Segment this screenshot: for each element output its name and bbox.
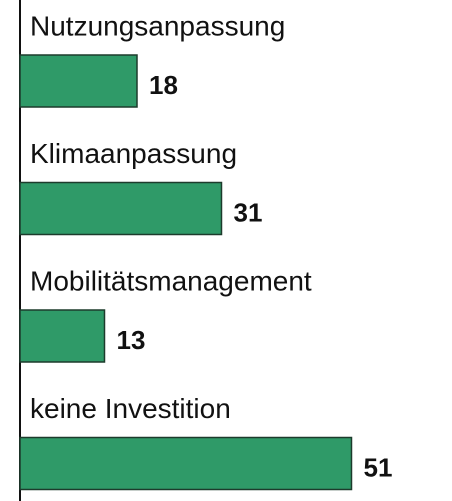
bar: [19, 181, 223, 236]
category-label: Klimaanpassung: [30, 138, 237, 169]
value-label: 51: [364, 452, 393, 482]
value-label: 18: [149, 70, 178, 100]
category-label: Mobilitätsmanagement: [30, 265, 312, 296]
category-label: Nutzungsanpassung: [30, 10, 285, 41]
bar: [19, 309, 106, 363]
value-label: 31: [234, 197, 263, 227]
category-label: keine Investition: [30, 393, 231, 424]
bar: [19, 436, 353, 491]
value-label: 13: [117, 325, 146, 355]
bar: [19, 54, 138, 108]
